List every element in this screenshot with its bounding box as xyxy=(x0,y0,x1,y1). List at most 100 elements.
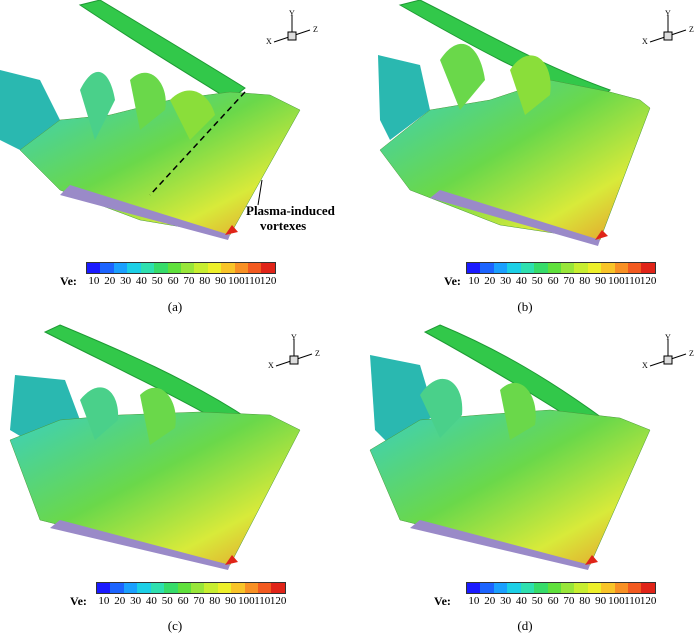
colorbar-tick-label: 120 xyxy=(259,275,277,287)
colorbar-swatch xyxy=(244,583,259,593)
annotation-label: Plasma-induced vortexes xyxy=(246,203,335,233)
colorbar-swatch xyxy=(493,583,508,593)
colorbar-tick-label: 60 xyxy=(547,595,559,607)
colorbar-ticks: 10 20 30 40 50 60 70 80 90 100 110 120 xyxy=(96,595,286,609)
colorbar-ticks: 10 20 30 40 50 60 70 80 90 100 110 120 xyxy=(466,595,656,609)
colorbar-tick-label: 20 xyxy=(114,595,126,607)
colorbar-swatch xyxy=(258,583,272,593)
panel-caption: (d) xyxy=(517,618,533,633)
colorbar xyxy=(86,262,276,274)
colorbar-swatch xyxy=(601,263,615,273)
colorbar-swatch xyxy=(547,263,561,273)
colorbar-tick-label: 110 xyxy=(624,595,641,607)
colorbar-swatch xyxy=(190,583,205,593)
annotation-arrow xyxy=(257,179,263,206)
axis-y-label: Y xyxy=(665,10,671,18)
colorbar-swatch xyxy=(614,263,629,273)
colorbar-tick-label: 100 xyxy=(228,275,245,287)
colorbar-swatch xyxy=(560,263,575,273)
colorbar-tick-label: 120 xyxy=(269,595,287,607)
axis-z-label: Z xyxy=(689,25,694,34)
colorbar-swatch xyxy=(507,583,521,593)
colorbar-swatch xyxy=(110,583,124,593)
axes-triad: Y X Z xyxy=(266,10,318,46)
colorbar-tick-label: 40 xyxy=(515,275,527,287)
colorbar-swatch xyxy=(493,263,508,273)
colorbar-tick-label: 10 xyxy=(468,595,480,607)
colorbar-tick-label: 60 xyxy=(547,275,559,287)
colorbar-ticks: 10 20 30 40 50 60 70 80 90 100 110 120 xyxy=(86,275,276,289)
colorbar-tick-label: 40 xyxy=(135,275,147,287)
colorbar-swatch xyxy=(137,583,151,593)
colorbar xyxy=(466,262,656,274)
colorbar-tick-label: 90 xyxy=(595,595,607,607)
colorbar-tick-label: 70 xyxy=(193,595,205,607)
colorbar-swatch xyxy=(641,263,655,273)
colorbar-swatch xyxy=(261,263,275,273)
colorbar-tick-label: 20 xyxy=(484,275,496,287)
colorbar-tick-label: 60 xyxy=(177,595,189,607)
colorbar-swatch xyxy=(587,583,602,593)
colorbar-swatch xyxy=(480,583,494,593)
colorbar-swatch xyxy=(601,583,615,593)
panel-a: Plasma-induced vortexes Y X Z Ve: 10 20 30… xyxy=(0,0,350,320)
colorbar-tick-label: 90 xyxy=(215,275,227,287)
axes-triad: Y X Z xyxy=(268,334,320,370)
colorbar-swatch xyxy=(221,263,235,273)
colorbar-swatch xyxy=(204,583,218,593)
colorbar-tick-label: 30 xyxy=(130,595,142,607)
colorbar-tick-label: 10 xyxy=(88,275,100,287)
panel-caption: (b) xyxy=(517,299,533,314)
colorbar-swatch xyxy=(231,583,245,593)
colorbar-tick-label: 100 xyxy=(608,595,625,607)
colorbar-swatch xyxy=(177,583,191,593)
colorbar-tick-label: 30 xyxy=(120,275,132,287)
colorbar-tick-label: 40 xyxy=(515,595,527,607)
colorbar-swatch xyxy=(271,583,285,593)
axis-z-label: Z xyxy=(689,349,694,358)
colorbar-swatch xyxy=(113,263,128,273)
colorbar-tick-label: 80 xyxy=(199,275,211,287)
axis-x-label: X xyxy=(642,361,648,370)
colorbar-swatch xyxy=(154,263,168,273)
colorbar-tick-label: 50 xyxy=(531,595,543,607)
colorbar-swatch xyxy=(127,263,141,273)
axis-x-label: X xyxy=(268,361,274,370)
colorbar-swatch xyxy=(520,583,535,593)
colorbar-tick-label: 80 xyxy=(579,275,591,287)
colorbar-tick-label: 60 xyxy=(167,275,179,287)
colorbar-tick-label: 110 xyxy=(254,595,271,607)
colorbar-tick-label: 120 xyxy=(639,595,657,607)
axis-y-label: Y xyxy=(665,334,671,342)
colorbar-tick-label: 70 xyxy=(563,275,575,287)
axis-z-label: Z xyxy=(315,349,320,358)
colorbar-tick-label: 70 xyxy=(183,275,195,287)
colorbar-swatch xyxy=(123,583,138,593)
colorbar-tick-label: 110 xyxy=(244,275,261,287)
colorbar-swatch xyxy=(560,583,575,593)
colorbar xyxy=(96,582,286,594)
colorbar-swatch xyxy=(534,263,548,273)
colorbar-swatch xyxy=(87,263,101,273)
colorbar-tick-label: 110 xyxy=(624,275,641,287)
colorbar-tick-label: 80 xyxy=(579,595,591,607)
panel-c: Y X Z Ve: 10 20 30 40 50 60 70 80 90 100 110 120 (c… xyxy=(0,320,350,640)
colorbar-swatch xyxy=(100,263,114,273)
colorbar-tick-label: 10 xyxy=(468,275,480,287)
vortex-isosurface-render xyxy=(0,0,301,240)
axis-y-label: Y xyxy=(289,10,295,18)
colorbar-tick-label: 80 xyxy=(209,595,221,607)
colorbar-swatch xyxy=(587,263,602,273)
colorbar-swatch xyxy=(574,583,588,593)
colorbar-swatch xyxy=(534,583,548,593)
axes-triad: Y X Z xyxy=(642,334,694,370)
colorbar xyxy=(466,582,656,594)
colorbar-swatch xyxy=(97,583,111,593)
colorbar-tick-label: 90 xyxy=(595,275,607,287)
axis-x-label: X xyxy=(266,37,272,46)
colorbar-swatch xyxy=(628,583,642,593)
colorbar-ticks: 10 20 30 40 50 60 70 80 90 100 110 120 xyxy=(466,275,656,289)
colorbar-swatch xyxy=(467,263,481,273)
colorbar-tick-label: 50 xyxy=(151,275,163,287)
axis-y-label: Y xyxy=(291,334,297,342)
